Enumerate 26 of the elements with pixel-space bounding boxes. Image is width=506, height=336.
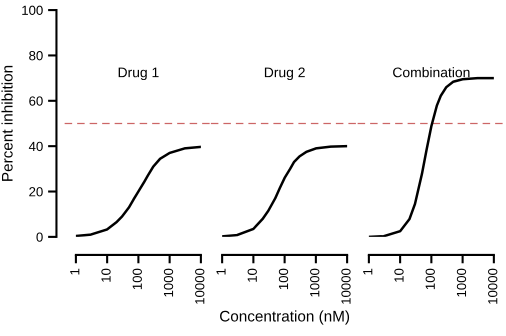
x-tick-label: 100	[278, 268, 288, 290]
text: Drug 2	[264, 67, 305, 80]
y-axis-title: Percent inhibition	[1, 66, 13, 181]
x-tick-label: 10	[248, 268, 257, 282]
x-tick-label: 100	[132, 268, 142, 290]
x-tick-label: 1000	[164, 268, 174, 296]
x-tick-label: 1000	[456, 268, 466, 296]
x-axis-title: Concentration (nM)	[220, 310, 350, 325]
x-tick-label: 10	[101, 268, 111, 282]
x-tick-label: 10000	[488, 268, 498, 304]
text: Combination	[393, 67, 470, 78]
text: Drug 1	[118, 68, 159, 80]
y-tick-label: 60	[29, 96, 43, 106]
y-tick-label: 20	[29, 187, 43, 196]
x-tick-label: 10	[394, 268, 404, 282]
x-tick-label: 1	[216, 268, 226, 274]
x-tick-label: 10000	[195, 268, 204, 304]
y-tick-label: 40	[28, 142, 43, 152]
x-tick-label: 1000	[310, 268, 320, 296]
x-tick-label: 1	[363, 268, 372, 274]
x-tick-label: 10000	[341, 268, 351, 304]
x-tick-label: 100	[426, 268, 435, 290]
y-tick-label: 80	[29, 51, 43, 60]
x-tick-label: 1	[70, 268, 80, 274]
y-tick-label: 100	[22, 6, 43, 15]
y-tick-label: 0	[36, 232, 43, 242]
